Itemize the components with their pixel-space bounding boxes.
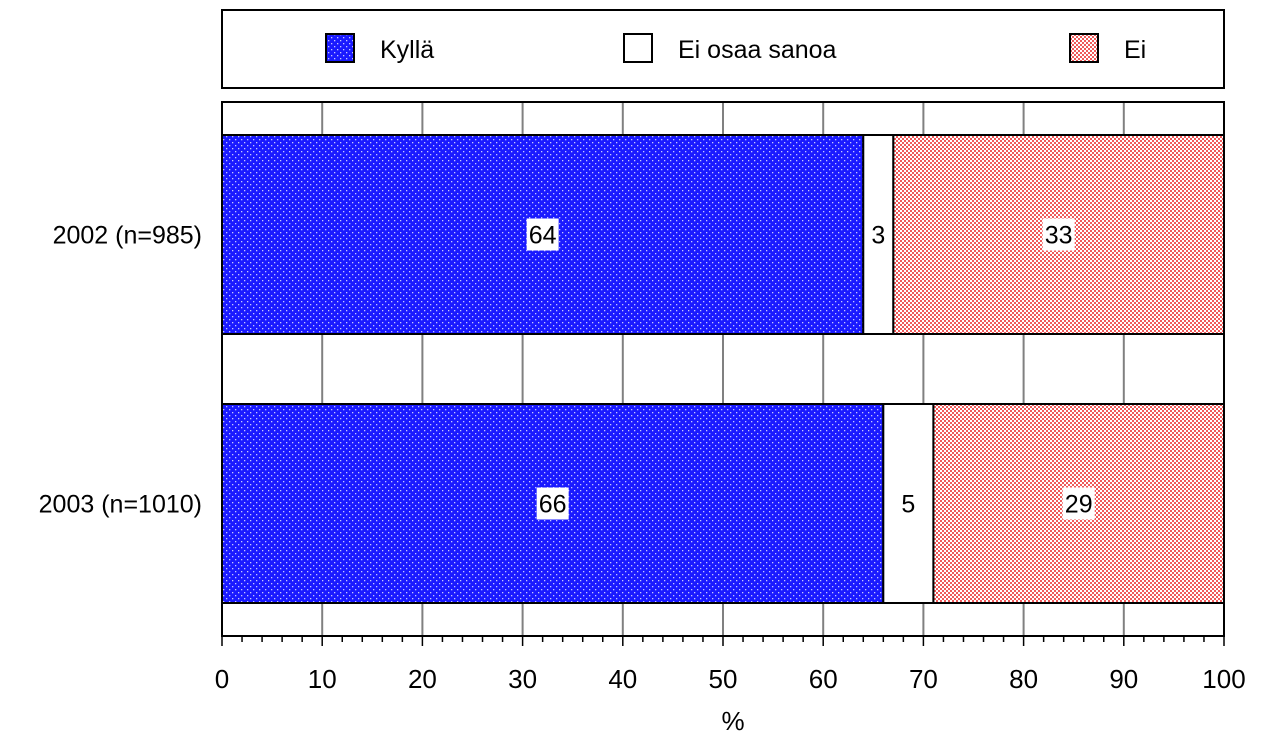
x-tick-label: 60 bbox=[809, 664, 838, 694]
x-axis: 0 10 20 30 40 50 60 70 80 90 100 bbox=[215, 636, 1246, 694]
category-labels: 2002 (n=985) 2003 (n=1010) bbox=[39, 222, 202, 519]
data-label-bg bbox=[526, 218, 559, 251]
data-label-bg bbox=[1062, 487, 1095, 520]
data-label-bg bbox=[869, 218, 888, 251]
x-tick-label: 80 bbox=[1009, 664, 1038, 694]
data-label-bg bbox=[536, 487, 569, 520]
data-label: 66 bbox=[539, 491, 567, 519]
bars bbox=[221, 134, 1226, 604]
legend-box bbox=[221, 9, 1225, 89]
bar-segment bbox=[892, 134, 1226, 335]
x-tick-label: 40 bbox=[608, 664, 637, 694]
legend-swatch bbox=[1069, 33, 1099, 63]
data-label-bg bbox=[1042, 218, 1075, 251]
x-tick-label: 10 bbox=[308, 664, 337, 694]
x-tick-label: 20 bbox=[408, 664, 437, 694]
x-tick-label: 100 bbox=[1202, 664, 1245, 694]
data-label-bg bbox=[899, 487, 918, 520]
x-tick-label: 50 bbox=[709, 664, 738, 694]
legend-swatch bbox=[623, 33, 653, 63]
legend-label: Ei bbox=[1124, 36, 1146, 64]
x-tick-label: 90 bbox=[1109, 664, 1138, 694]
data-label: 33 bbox=[1045, 222, 1073, 250]
x-axis-title: % bbox=[721, 706, 744, 732]
x-tick-label: 30 bbox=[508, 664, 537, 694]
legend: Kyllä Ei osaa sanoa Ei bbox=[325, 33, 1146, 64]
x-tick-label: 70 bbox=[909, 664, 938, 694]
x-tick-label: 0 bbox=[215, 664, 229, 694]
legend-label: Ei osaa sanoa bbox=[678, 36, 837, 64]
data-label: 5 bbox=[901, 491, 915, 519]
data-label: 64 bbox=[529, 222, 557, 250]
data-label: 29 bbox=[1065, 491, 1093, 519]
category-label: 2002 (n=985) bbox=[53, 222, 202, 250]
legend-swatch bbox=[325, 33, 355, 63]
legend-label: Kyllä bbox=[380, 36, 434, 64]
category-label: 2003 (n=1010) bbox=[39, 491, 202, 519]
data-label: 3 bbox=[871, 222, 885, 250]
